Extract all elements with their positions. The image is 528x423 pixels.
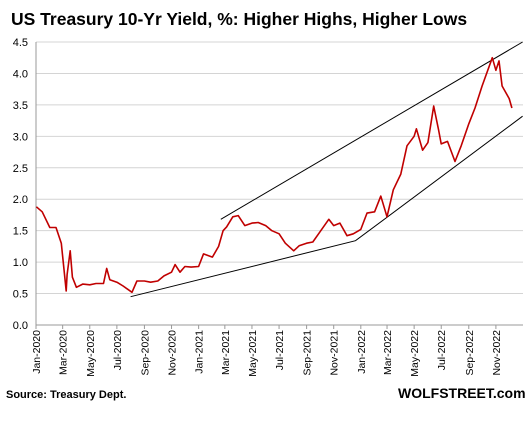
x-tick-label: Sep-2021	[302, 330, 314, 376]
x-tick-label: Jan-2020	[31, 330, 43, 374]
y-tick-label: 2.5	[13, 163, 28, 175]
series	[35, 56, 513, 294]
y-tick-label: 1.0	[13, 257, 28, 269]
y-tick-label: 1.5	[13, 226, 28, 238]
y-tick-label: 3.0	[13, 131, 28, 143]
trendlines	[130, 41, 523, 298]
x-tick-label: Jan-2021	[194, 330, 206, 374]
x-tick-label: Jul-2020	[112, 330, 124, 370]
x-tick-label: Mar-2020	[58, 330, 70, 375]
y-axis-ticks: 0.0 0.5 1.0 1.5 2.0 2.5 3.0 3.5 4.0 4.5	[13, 37, 28, 332]
x-axis-ticks: Jan-2020 Mar-2020 May-2020 Jul-2020 Sep-2020…	[31, 330, 503, 377]
brand-watermark: WOLFSTREET.com	[398, 385, 526, 401]
x-tick-label: Jul-2021	[274, 330, 286, 370]
chart-title: US Treasury 10-Yr Yield, %: Higher Highs…	[11, 9, 467, 29]
x-tick-label: Mar-2021	[220, 330, 232, 375]
trendline	[130, 115, 523, 298]
grid	[35, 41, 523, 329]
y-tick-label: 2.0	[13, 194, 28, 206]
x-tick-label: May-2021	[247, 330, 259, 377]
trendline	[220, 41, 523, 220]
y-tick-label: 3.5	[13, 100, 28, 112]
x-tick-label: Sep-2020	[139, 330, 151, 376]
y-tick-label: 4.0	[13, 68, 28, 80]
x-tick-label: Jul-2022	[436, 330, 448, 370]
x-tick-label: May-2022	[409, 330, 421, 377]
x-tick-label: Sep-2022	[464, 330, 476, 376]
x-tick-label: Nov-2020	[167, 330, 179, 376]
x-tick-label: May-2020	[85, 330, 97, 377]
yield-series-line	[35, 56, 513, 294]
x-tick-label: Jan-2022	[356, 330, 368, 374]
source-note: Source: Treasury Dept.	[6, 389, 126, 401]
y-tick-label: 4.5	[13, 37, 28, 49]
x-tick-label: Mar-2022	[382, 330, 394, 375]
x-tick-label: Nov-2022	[491, 330, 503, 376]
x-tick-label: Nov-2021	[329, 330, 341, 376]
y-tick-label: 0.5	[13, 289, 28, 301]
y-tick-label: 0.0	[13, 320, 28, 332]
